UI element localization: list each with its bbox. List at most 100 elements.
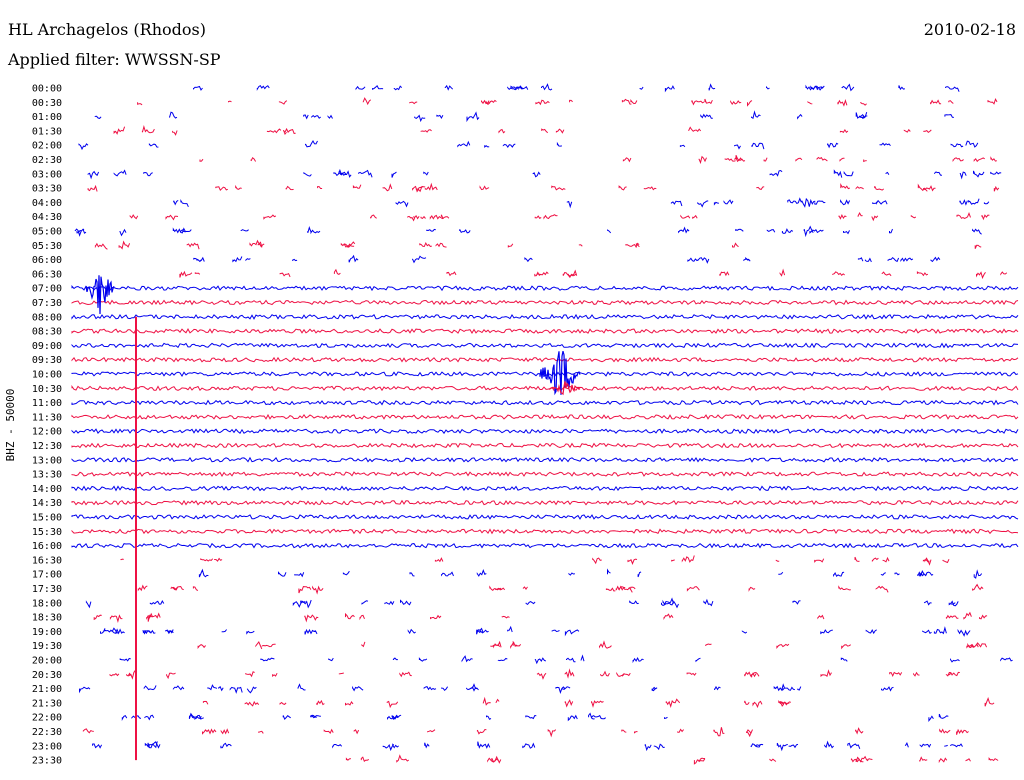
trace-0200 xyxy=(78,140,979,151)
trace-1400 xyxy=(71,485,1019,492)
time-tick-0900: 09:00 xyxy=(32,341,62,352)
trace-1030 xyxy=(71,384,1019,392)
trace-0030 xyxy=(137,97,998,107)
event-0700 xyxy=(85,275,115,315)
time-tick-1300: 13:00 xyxy=(32,455,62,466)
time-tick-1900: 19:00 xyxy=(32,627,62,638)
time-tick-1530: 15:30 xyxy=(32,527,62,538)
time-tick-1230: 12:30 xyxy=(32,441,62,452)
time-tick-2330: 23:30 xyxy=(32,756,62,767)
trace-1530 xyxy=(71,528,1019,535)
trace-1730 xyxy=(137,583,984,595)
time-tick-0030: 00:30 xyxy=(32,98,62,109)
time-tick-2100: 21:00 xyxy=(32,684,62,695)
time-tick-1030: 10:30 xyxy=(32,384,62,395)
trace-1700 xyxy=(198,568,983,579)
time-tick-1100: 11:00 xyxy=(32,398,62,409)
time-tick-0130: 01:30 xyxy=(32,126,62,137)
trace-0400 xyxy=(173,197,990,209)
trace-0600 xyxy=(193,254,941,264)
trace-1600 xyxy=(71,542,1019,549)
time-tick-0100: 01:00 xyxy=(32,112,62,123)
time-tick-2030: 20:30 xyxy=(32,670,62,681)
trace-0800 xyxy=(71,313,1019,320)
trace-0300 xyxy=(87,168,1002,180)
trace-1800 xyxy=(85,597,959,609)
trace-1630 xyxy=(120,555,950,566)
trace-lines xyxy=(71,83,1019,765)
trace-2130 xyxy=(202,696,995,709)
trace-0000 xyxy=(193,83,960,93)
trace-0330 xyxy=(87,182,1000,193)
time-tick-2000: 20:00 xyxy=(32,656,62,667)
trace-0700 xyxy=(71,285,1019,292)
time-tick-0830: 08:30 xyxy=(32,327,62,338)
trace-0230 xyxy=(199,154,998,165)
time-tick-0730: 07:30 xyxy=(32,298,62,309)
time-tick-1000: 10:00 xyxy=(32,370,62,381)
trace-1300 xyxy=(71,456,1019,463)
station-title: HL Archagelos (Rhodos) xyxy=(8,20,206,39)
y-axis-label: BHZ - 50000 xyxy=(4,389,17,462)
trace-1100 xyxy=(71,399,1019,406)
time-tick-1330: 13:30 xyxy=(32,470,62,481)
trace-0730 xyxy=(71,299,1019,306)
trace-0630 xyxy=(179,268,1008,280)
trace-1330 xyxy=(71,471,1019,477)
trace-0430 xyxy=(129,211,990,222)
filter-label: Applied filter: WWSSN-SP xyxy=(8,50,221,69)
trace-2100 xyxy=(79,683,894,694)
time-tick-1830: 18:30 xyxy=(32,613,62,624)
time-tick-2300: 23:00 xyxy=(32,741,62,752)
time-tick-0230: 02:30 xyxy=(32,155,62,166)
time-tick-1630: 16:30 xyxy=(32,555,62,566)
time-tick-1930: 19:30 xyxy=(32,641,62,652)
trace-2000 xyxy=(119,654,1013,665)
time-tick-0530: 05:30 xyxy=(32,241,62,252)
time-tick-0800: 08:00 xyxy=(32,312,62,323)
time-tick-1430: 14:30 xyxy=(32,498,62,509)
time-tick-2200: 22:00 xyxy=(32,713,62,724)
time-tick-0430: 04:30 xyxy=(32,212,62,223)
trace-1930 xyxy=(197,640,988,650)
time-tick-1730: 17:30 xyxy=(32,584,62,595)
time-tick-0000: 00:00 xyxy=(32,84,62,95)
trace-1500 xyxy=(71,514,1019,520)
time-tick-0930: 09:30 xyxy=(32,355,62,366)
time-tick-labels: 00:00 00:30 01:00 01:30 02:00 02:30 03:00 03:30… xyxy=(32,84,62,767)
time-tick-2130: 21:30 xyxy=(32,698,62,709)
time-tick-1600: 16:00 xyxy=(32,541,62,552)
trace-1230 xyxy=(71,442,1019,449)
trace-0900 xyxy=(71,342,1019,349)
time-tick-1400: 14:00 xyxy=(32,484,62,495)
time-tick-0500: 05:00 xyxy=(32,227,62,238)
trace-0500 xyxy=(74,225,982,238)
time-tick-1700: 17:00 xyxy=(32,570,62,581)
time-tick-0200: 02:00 xyxy=(32,141,62,152)
trace-0530 xyxy=(94,239,982,250)
time-tick-2230: 22:30 xyxy=(32,727,62,738)
trace-1200 xyxy=(71,428,1019,435)
trace-2230 xyxy=(82,727,969,738)
event-1000 xyxy=(539,350,581,396)
trace-0100 xyxy=(94,110,954,123)
trace-0930 xyxy=(71,356,1019,363)
trace-1130 xyxy=(71,413,1019,420)
time-tick-0700: 07:00 xyxy=(32,284,62,295)
time-tick-0400: 04:00 xyxy=(32,198,62,209)
time-tick-0300: 03:00 xyxy=(32,169,62,180)
trace-2330 xyxy=(345,754,999,765)
time-tick-1500: 15:00 xyxy=(32,513,62,524)
trace-2200 xyxy=(121,712,949,722)
trace-1900 xyxy=(100,625,971,637)
time-tick-1200: 12:00 xyxy=(32,427,62,438)
trace-1430 xyxy=(71,499,1019,506)
time-tick-0630: 06:30 xyxy=(32,269,62,280)
time-tick-0600: 06:00 xyxy=(32,255,62,266)
date-label: 2010-02-18 xyxy=(923,20,1016,39)
trace-0830 xyxy=(71,328,1019,334)
trace-2300 xyxy=(92,740,963,752)
event-1030 xyxy=(549,381,581,396)
trace-2030 xyxy=(109,668,960,680)
